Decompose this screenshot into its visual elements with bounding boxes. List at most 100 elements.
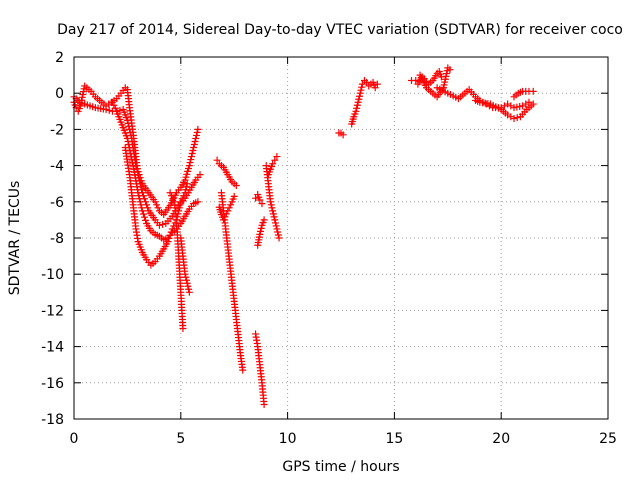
data-point (127, 153, 135, 161)
data-point (168, 192, 176, 200)
series-arc-10 (252, 330, 268, 409)
data-point (356, 89, 364, 97)
data-point (258, 200, 266, 208)
data-point (167, 228, 175, 236)
data-point (357, 86, 365, 94)
data-point (213, 156, 221, 164)
data-point (185, 288, 193, 296)
data-point (159, 220, 167, 228)
data-point (110, 101, 118, 109)
y-tick-label: -8 (50, 231, 64, 247)
data-point (256, 230, 264, 238)
series-arc-17 (407, 67, 445, 88)
data-point (194, 198, 202, 206)
x-tick-label: 25 (599, 431, 617, 447)
data-point (187, 156, 195, 164)
data-point (256, 196, 264, 204)
data-point (123, 134, 131, 142)
data-point (510, 115, 518, 123)
data-point (136, 198, 144, 206)
series-arc-15 (335, 129, 347, 139)
data-point (166, 231, 174, 239)
series-arc-2 (70, 82, 204, 229)
data-point (153, 201, 161, 209)
data-point (355, 95, 363, 103)
data-point (358, 83, 366, 91)
x-tick-label: 0 (70, 431, 79, 447)
y-tick-label: -12 (41, 303, 64, 319)
y-tick-label: -14 (41, 340, 64, 356)
y-axis-label: SDTVAR / TECUs (7, 181, 23, 296)
data-point (272, 222, 280, 230)
series-arc-1 (70, 93, 202, 218)
data-point (239, 366, 247, 374)
data-point (353, 104, 361, 112)
data-point (189, 147, 197, 155)
series-arc-12 (254, 216, 268, 249)
series-arc-16 (348, 77, 381, 128)
data-point (128, 156, 136, 164)
data-point (188, 150, 196, 158)
data-point (196, 171, 204, 179)
data-point (139, 210, 147, 218)
data-point (273, 153, 281, 161)
data-point (192, 134, 200, 142)
data-point (182, 276, 190, 284)
data-point (185, 162, 193, 170)
data-point (267, 201, 275, 209)
data-point (339, 131, 347, 139)
data-point (225, 204, 233, 212)
data-point (275, 234, 283, 242)
data-point (178, 195, 186, 203)
data-point (137, 201, 145, 209)
data-point (529, 100, 537, 108)
data-point (358, 80, 366, 88)
data-point (271, 216, 279, 224)
data-point (166, 189, 174, 197)
data-point (354, 98, 362, 106)
data-point (183, 279, 191, 287)
data-point (138, 204, 146, 212)
data-point (252, 194, 260, 202)
data-point (187, 153, 195, 161)
data-point (142, 216, 150, 224)
series-arc-5 (166, 189, 187, 332)
x-tick-label: 5 (176, 431, 185, 447)
data-point (140, 213, 148, 221)
data-point (111, 104, 119, 112)
data-point (180, 192, 188, 200)
series-arc-14 (264, 153, 281, 179)
x-tick-label: 15 (385, 431, 403, 447)
data-point (181, 270, 189, 278)
data-point (151, 198, 159, 206)
data-point (191, 137, 199, 145)
data-point (181, 189, 189, 197)
data-point (182, 186, 190, 194)
series-arc-11 (252, 191, 266, 208)
data-point (185, 285, 193, 293)
series-arc-20 (472, 96, 537, 123)
data-point (190, 140, 198, 148)
data-point (260, 401, 268, 409)
y-tick-label: -10 (41, 267, 64, 283)
y-tick-label: -2 (50, 122, 64, 138)
y-tick-label: -18 (41, 412, 64, 428)
data-point (108, 98, 116, 106)
data-point (165, 234, 173, 242)
data-point (363, 78, 371, 86)
data-point (356, 92, 364, 100)
data-point (154, 204, 162, 212)
data-point (186, 159, 194, 167)
data-point (134, 189, 142, 197)
data-point (273, 225, 281, 233)
data-point (274, 228, 282, 236)
x-tick-label: 10 (279, 431, 297, 447)
data-point (269, 160, 277, 168)
data-point (270, 213, 278, 221)
chart-title: Day 217 of 2014, Sidereal Day-to-day VTE… (57, 22, 623, 38)
data-point (268, 204, 276, 212)
data-point (138, 207, 146, 215)
series-arc-7 (213, 156, 240, 190)
